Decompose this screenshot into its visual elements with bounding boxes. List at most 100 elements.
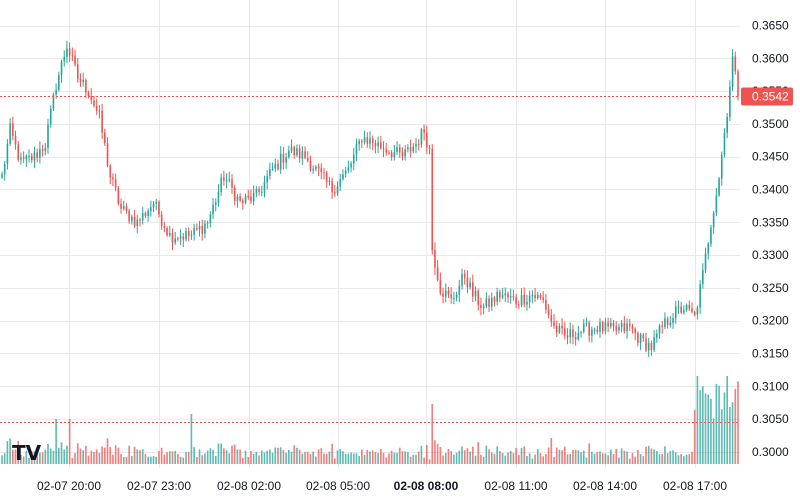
candle-body [263, 181, 266, 192]
volume-bar [293, 445, 296, 464]
candle-body [106, 143, 109, 166]
volume-bar [98, 453, 101, 464]
candle-body [1, 174, 3, 178]
candle-body [363, 137, 366, 143]
volume-bar [17, 440, 20, 464]
volume-bar [626, 451, 628, 464]
volume-bar [428, 459, 431, 464]
volume-bar [352, 453, 355, 464]
candle-body [187, 231, 190, 236]
volume-bar [523, 446, 526, 464]
volume-bar [398, 447, 401, 464]
volume-bar [269, 449, 271, 464]
candle-body [220, 177, 222, 192]
candle-body [49, 108, 52, 125]
tradingview-logo-icon[interactable]: TV [12, 441, 42, 465]
volume-bar [420, 446, 423, 464]
candle-body [352, 154, 355, 164]
y-axis: 0.36500.36000.35500.35000.34500.34000.33… [752, 19, 789, 459]
volume-bar [426, 444, 428, 464]
candle-body [531, 294, 534, 296]
grid-lines [0, 0, 740, 468]
candle-body [710, 227, 712, 244]
candle-body [87, 92, 90, 97]
candle-body [461, 273, 463, 286]
volume-bar [239, 449, 241, 464]
candle-body [74, 55, 76, 65]
candle-body [85, 79, 87, 93]
volume-bar [691, 451, 693, 464]
candle-body [98, 110, 101, 112]
candle-body [656, 333, 658, 338]
candle-body [407, 147, 409, 150]
y-tick-label: 0.3650 [752, 19, 789, 33]
candle-body [474, 290, 477, 297]
volume-bar [141, 449, 144, 464]
candle-body [41, 148, 44, 151]
volume-bar [334, 458, 336, 464]
volume-bar [60, 442, 63, 464]
volume-bar [320, 448, 323, 464]
volume-bar [252, 454, 255, 464]
candle-body [198, 225, 201, 230]
candle-body [290, 146, 293, 151]
candle-body [458, 285, 461, 295]
volume-bar [380, 449, 382, 464]
candle-body [612, 322, 615, 327]
volume-bar [206, 450, 209, 464]
volume-bar [726, 376, 728, 464]
candle-body [450, 294, 452, 299]
candle-body [182, 236, 185, 240]
candle-body [117, 188, 120, 204]
volume-bar [220, 443, 222, 464]
volume-bar [298, 449, 301, 464]
volume-bar [693, 409, 696, 464]
candle-body [285, 157, 287, 163]
volume-bar [707, 394, 710, 464]
volume-bar [409, 456, 412, 464]
x-axis: 02-07 20:00 02-07 23:00 02-08 02:00 02-08 0… [37, 479, 727, 493]
volume-bar [120, 454, 122, 464]
candle-body [312, 169, 314, 171]
candle-body [139, 219, 141, 221]
candle-body [599, 322, 601, 333]
candle-body [493, 297, 496, 302]
candle-body [76, 64, 79, 80]
volume-bar [336, 450, 339, 464]
candle-body [336, 186, 339, 194]
candle-body [339, 179, 342, 187]
volume-bar [669, 450, 672, 464]
candle-body [631, 325, 634, 329]
volume-bar [187, 452, 190, 464]
candle-body [526, 301, 528, 305]
candle-body [423, 129, 425, 133]
candle-body [520, 294, 523, 306]
volume-bar [718, 385, 720, 464]
volume-bar [3, 453, 6, 464]
volume-bar [455, 452, 458, 464]
volume-bar [279, 447, 282, 464]
volume-bar [90, 450, 93, 464]
candle-body [36, 152, 38, 158]
candle-body [44, 147, 47, 151]
candle-body [236, 196, 239, 201]
candle-body [133, 216, 136, 226]
candle-body [472, 282, 474, 297]
volume-bar [607, 455, 609, 464]
volume-bar [247, 456, 250, 464]
volume-bar [463, 450, 466, 464]
volume-bar [561, 450, 563, 464]
candle-body [547, 309, 550, 316]
volume-bar [174, 450, 176, 464]
candle-body [136, 219, 139, 226]
candle-body [30, 155, 33, 161]
volume-bar [144, 454, 147, 464]
volume-bar [450, 451, 452, 464]
tradingview-logo[interactable]: TV [12, 441, 42, 465]
volume-bar [656, 451, 658, 464]
candle-body [623, 323, 626, 332]
candle-body [496, 292, 498, 302]
candle-body [731, 56, 734, 88]
